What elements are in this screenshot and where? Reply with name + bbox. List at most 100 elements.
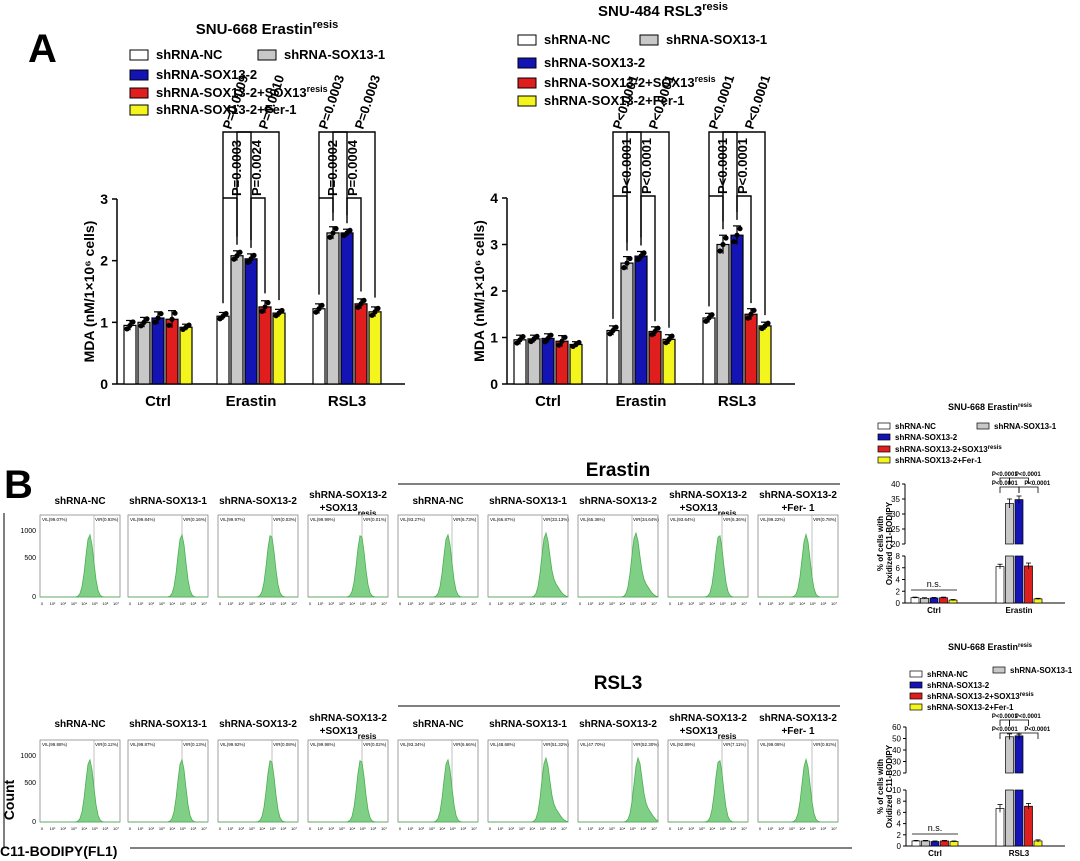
- data-point: [734, 232, 740, 238]
- bar: [1014, 555, 1024, 604]
- legend-label: shRNA-SOX13-1: [666, 32, 767, 47]
- data-point: [520, 333, 526, 340]
- p-value-label: P=0.0024: [249, 139, 264, 196]
- flow-panel-label: shRNA-SOX13-2: [579, 496, 657, 507]
- flow-histogram: [218, 759, 298, 823]
- bar: [1024, 805, 1033, 847]
- bar: [272, 312, 286, 385]
- bar: [940, 840, 949, 847]
- legend-label: shRNA-NC: [927, 670, 968, 679]
- data-point: [155, 315, 161, 321]
- data-point: [751, 307, 757, 313]
- panel-label-b: B: [4, 463, 33, 507]
- gate-label: VIR(0.12%): [95, 742, 119, 747]
- y-axis-label: % of cells with: [876, 516, 885, 571]
- gate-label: VIR(0.08%): [273, 742, 297, 747]
- flow-x-tick: 10⁴: [619, 826, 625, 831]
- flow-x-tick: 10⁷: [831, 601, 837, 606]
- y-tick-label: 4: [897, 820, 902, 829]
- flow-x-tick: 10¹: [50, 826, 56, 831]
- flow-x-tick: 10¹: [408, 601, 414, 606]
- data-point: [355, 304, 361, 310]
- gate-label: VIL(99.92%): [220, 742, 246, 747]
- flow-x-tick: 10⁵: [360, 826, 366, 831]
- flow-panel-label: shRNA-SOX13-1: [129, 496, 207, 507]
- flow-histogram: [218, 534, 298, 598]
- data-point: [124, 326, 130, 332]
- flow-x-tick: 10⁷: [381, 826, 387, 831]
- legend-label: shRNA-SOX13-2+SOX13resis: [927, 692, 1034, 701]
- flow-x-tick: 10⁷: [561, 826, 567, 831]
- bar: [995, 566, 1005, 604]
- flow-x-tick: 10⁶: [280, 601, 286, 606]
- data-point: [327, 234, 333, 240]
- flow-x-tick: 10³: [699, 826, 705, 831]
- flow-x-tick: 10⁷: [113, 826, 119, 831]
- data-point: [319, 302, 325, 308]
- chart-title: SNU-668 Erastinresis: [948, 402, 1033, 412]
- gate-label: VIR(0.78%): [813, 517, 837, 522]
- y-tick-label: 2: [100, 253, 108, 269]
- bar: [179, 326, 193, 385]
- flow-x-tick: 10⁷: [741, 601, 747, 606]
- flow-plot-frame: [397, 514, 479, 598]
- flow-x-tick: 10⁵: [630, 601, 636, 606]
- data-point: [375, 305, 381, 311]
- x-tick-label: RSL3: [1009, 849, 1030, 858]
- p-value-label: P<0.0001: [992, 714, 1019, 720]
- p-value-label: P=0.0003: [316, 73, 348, 131]
- p-value-label: P<0.0001: [715, 138, 730, 194]
- y-tick-label: 35: [891, 495, 900, 504]
- flow-x-tick: 10³: [249, 601, 255, 606]
- legend-label: shRNA-SOX13-2+Fer-1: [156, 102, 297, 117]
- flow-panel-label: +Fer- 1: [781, 726, 815, 737]
- flow-panel-label: shRNA-SOX13-2: [669, 490, 747, 501]
- flow-plot-frame: [127, 514, 209, 598]
- flow-panel-label: shRNA-SOX13-2: [579, 719, 657, 730]
- flow-x-tick: 10³: [159, 601, 165, 606]
- x-tick-label: RSL3: [718, 393, 756, 410]
- y-axis-label: % of cells with: [876, 759, 885, 814]
- y-tick-label: 6: [897, 808, 902, 817]
- bar: [606, 329, 620, 385]
- gate-label: VIL(99.08%): [760, 742, 786, 747]
- significance-bracket: [223, 197, 238, 245]
- flow-x-tick: 10⁶: [190, 826, 196, 831]
- p-value-label: P<0.0001: [1015, 714, 1042, 720]
- flow-x-tick: 10⁶: [730, 601, 736, 606]
- legend-swatch: [129, 104, 149, 116]
- flow-panel-label: shRNA-SOX13-1: [129, 719, 207, 730]
- data-point: [166, 322, 172, 328]
- flow-histogram: [488, 756, 569, 823]
- bar: [929, 597, 939, 604]
- flow-panel-label: +SOX13resis: [680, 503, 737, 518]
- flow-x-tick: 0: [41, 826, 44, 831]
- significance-bracket: [1009, 477, 1029, 484]
- p-value-label: P<0.0001: [1024, 481, 1051, 487]
- y-tick-label: 2: [490, 283, 498, 299]
- gate-label: VIR(0.13%): [183, 742, 207, 747]
- flow-x-tick: 10⁵: [360, 601, 366, 606]
- significance-bracket: [236, 131, 280, 301]
- x-tick-label: Erastin: [1005, 606, 1032, 615]
- bar: [541, 337, 555, 385]
- flow-x-tick: 0: [41, 601, 44, 606]
- flow-y-axis-label: Count: [1, 779, 17, 820]
- bar: [921, 840, 930, 847]
- gate-label: VIL(99.99%): [310, 517, 336, 522]
- y-tick-label: 0: [897, 842, 902, 851]
- bar: [1005, 503, 1014, 545]
- gate-label: VIR(0.16%): [183, 517, 207, 522]
- data-point: [248, 256, 254, 262]
- flow-plot-frame: [757, 514, 839, 598]
- flow-x-tick: 0: [489, 601, 492, 606]
- flow-x-tick: 10²: [60, 826, 66, 831]
- flow-x-tick: 10⁷: [561, 601, 567, 606]
- flow-x-tick: 10⁴: [349, 826, 355, 831]
- flow-x-tick: 10²: [508, 826, 514, 831]
- flow-plot-frame: [39, 514, 121, 598]
- gate-label: VIL(93.27%): [400, 517, 426, 522]
- flow-x-tick: 10³: [429, 601, 435, 606]
- gate-label: VIR(52.30%): [633, 742, 659, 747]
- legend-label: shRNA-NC: [544, 32, 611, 47]
